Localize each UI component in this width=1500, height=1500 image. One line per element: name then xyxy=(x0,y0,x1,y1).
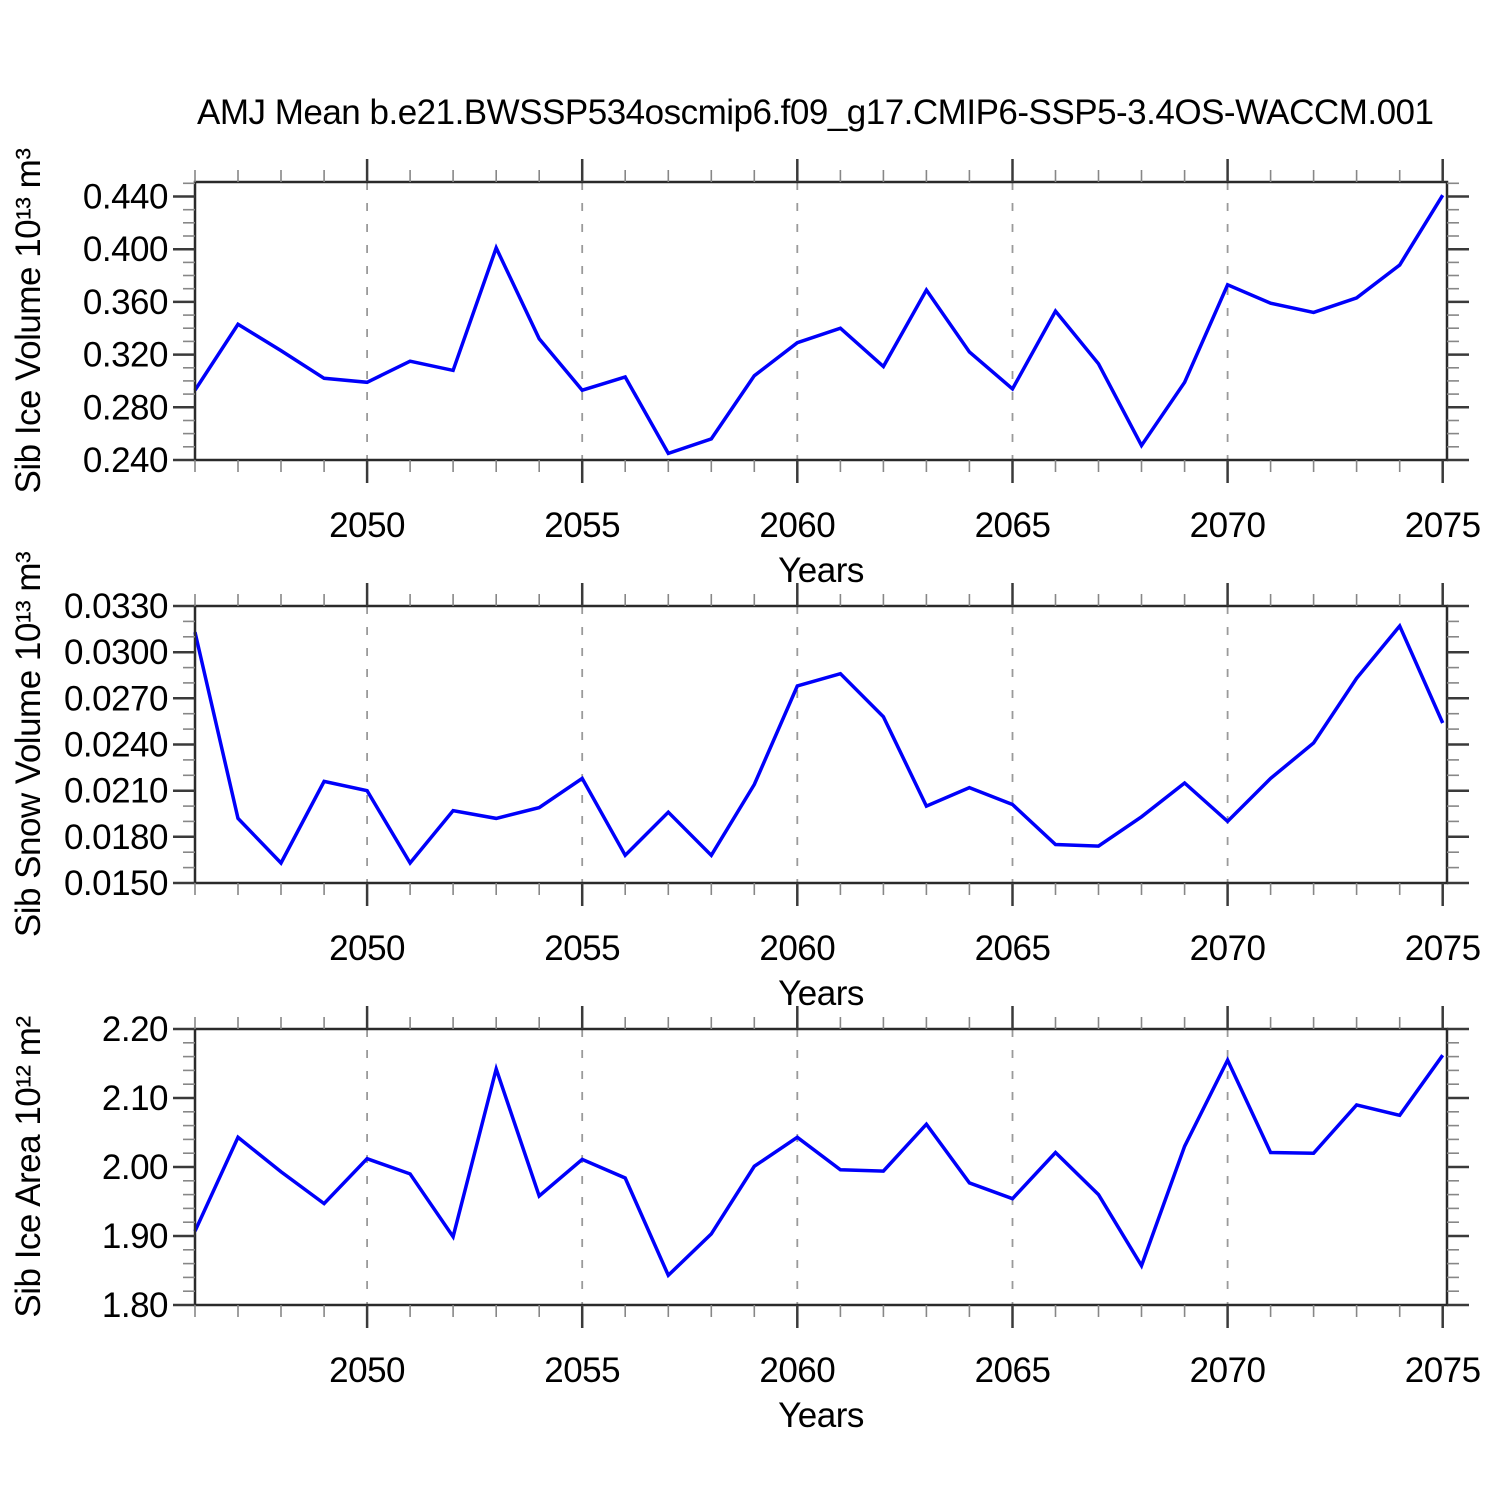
x-axis-title: Years xyxy=(778,1396,864,1435)
y-tick-label: 0.400 xyxy=(83,230,168,269)
y-tick-label: 0.360 xyxy=(83,283,168,322)
x-tick-label: 2065 xyxy=(975,1351,1051,1390)
x-tick-label: 2055 xyxy=(544,506,620,545)
y-tick-label: 1.80 xyxy=(102,1286,168,1325)
x-tick-label: 2065 xyxy=(975,929,1051,968)
x-tick-label: 2070 xyxy=(1190,929,1266,968)
y-axis-title: Sib Snow Volume 10¹³ m³ xyxy=(9,552,48,937)
x-tick-label: 2050 xyxy=(329,506,405,545)
x-axis-title: Years xyxy=(778,551,864,590)
y-tick-label: 2.10 xyxy=(102,1079,168,1118)
plot-border xyxy=(193,180,1449,462)
panel-sib-ice-area: 1.80 1.90 2.00 2.10 2.20 2050 2055 2060 2065 2070… xyxy=(9,1006,1481,1435)
data-line xyxy=(193,1054,1445,1279)
x-tick-label: 2050 xyxy=(329,1351,405,1390)
x-tick-label: 2070 xyxy=(1190,1351,1266,1390)
x-tick-label: 2075 xyxy=(1405,929,1481,968)
x-tick-label: 2060 xyxy=(759,929,835,968)
plot-border xyxy=(193,1027,1449,1307)
y-tick-label: 2.20 xyxy=(102,1010,168,1049)
y-tick-label: 0.440 xyxy=(83,178,168,217)
y-tick-label: 2.00 xyxy=(102,1148,168,1187)
y-tick-label: 0.0300 xyxy=(64,633,168,672)
y-tick-label: 0.240 xyxy=(83,441,168,480)
x-tick-label: 2060 xyxy=(759,506,835,545)
y-tick-label: 0.0150 xyxy=(64,864,168,903)
x-tick-label: 2070 xyxy=(1190,506,1266,545)
y-tick-label: 0.0210 xyxy=(64,772,168,811)
data-line xyxy=(193,194,1445,456)
x-tick-label: 2055 xyxy=(544,1351,620,1390)
panel-sib-ice-volume: 0.240 0.280 0.320 0.360 0.400 0.440 2050 2055 20… xyxy=(9,149,1481,590)
x-tick-label: 2060 xyxy=(759,1351,835,1390)
y-axis-title: Sib Ice Area 10¹² m² xyxy=(9,1016,48,1317)
y-axis-title: Sib Ice Volume 10¹³ m³ xyxy=(9,149,48,494)
x-axis-title: Years xyxy=(778,974,864,1013)
x-tick-label: 2075 xyxy=(1405,506,1481,545)
y-tick-label: 0.0330 xyxy=(64,587,168,626)
figure-title: AMJ Mean b.e21.BWSSP534oscmip6.f09_g17.C… xyxy=(197,93,1434,132)
y-tick-label: 0.320 xyxy=(83,336,168,375)
y-tick-label: 0.0240 xyxy=(64,726,168,765)
data-line xyxy=(193,622,1445,867)
y-tick-label: 0.280 xyxy=(83,388,168,427)
x-tick-label: 2075 xyxy=(1405,1351,1481,1390)
x-tick-label: 2055 xyxy=(544,929,620,968)
x-tick-label: 2065 xyxy=(975,506,1051,545)
y-tick-label: 0.0270 xyxy=(64,679,168,718)
x-tick-label: 2050 xyxy=(329,929,405,968)
plot-border xyxy=(193,604,1449,885)
panel-sib-snow-volume: 0.0150 0.0180 0.0210 0.0240 0.0270 0.0300 0.03… xyxy=(9,552,1481,1013)
y-tick-label: 1.90 xyxy=(102,1217,168,1256)
y-tick-label: 0.0180 xyxy=(64,818,168,857)
